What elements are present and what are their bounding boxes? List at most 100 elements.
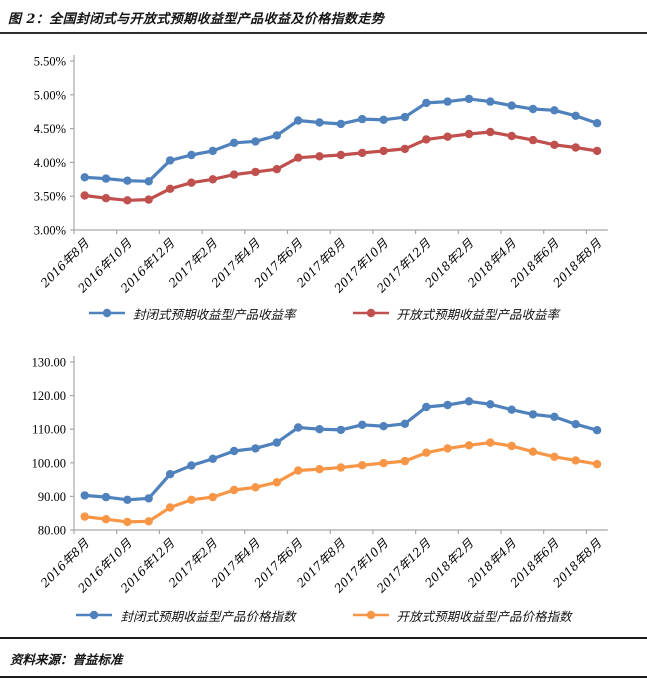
series-open-point xyxy=(358,461,367,470)
series-open-point xyxy=(507,131,516,141)
series-closed-point xyxy=(165,470,175,479)
axes xyxy=(70,55,608,234)
series-closed-point xyxy=(400,419,410,428)
series-open-point xyxy=(272,165,281,174)
series-open-point xyxy=(165,503,175,512)
series-open-point xyxy=(443,132,452,141)
x-axis-labels: 2016年8月2016年10月2016年12月2017年2月2017年4月201… xyxy=(37,236,605,297)
series-open-point xyxy=(571,456,580,465)
series-closed-point xyxy=(358,114,367,124)
series-open-point xyxy=(315,152,324,161)
series-closed-point xyxy=(443,400,452,410)
series-closed-point xyxy=(379,115,388,125)
series-open-point xyxy=(294,466,303,475)
series-closed-point xyxy=(507,101,516,110)
series-closed-point xyxy=(80,173,89,182)
series-closed-point xyxy=(123,176,132,185)
series-closed-point xyxy=(187,150,196,160)
series-closed-point xyxy=(80,491,89,500)
svg-text:130.00: 130.00 xyxy=(32,356,66,370)
series-closed-point xyxy=(294,116,303,125)
legend-label-open-yield: 开放式预期收益型产品收益率 xyxy=(396,306,560,322)
series-closed-point xyxy=(464,94,474,104)
svg-text:3.50%: 3.50% xyxy=(34,190,66,204)
series-closed-point xyxy=(272,131,281,140)
legend-item-closed-yield: 封闭式预期收益型产品收益率 xyxy=(88,304,296,323)
legend-label-closed-yield: 封闭式预期收益型产品收益率 xyxy=(132,306,296,322)
series-open-line xyxy=(83,130,599,202)
series-open-point xyxy=(507,441,516,451)
series-open-point xyxy=(486,127,495,137)
svg-text:5.50%: 5.50% xyxy=(34,55,66,69)
series-closed-point xyxy=(550,412,559,421)
axes xyxy=(70,356,608,534)
svg-text:5.00%: 5.00% xyxy=(34,88,66,102)
series-open-point xyxy=(123,196,132,205)
series-closed-point xyxy=(528,104,538,114)
source-note: 资料来源：普益标准 xyxy=(10,652,123,667)
series-closed-point xyxy=(507,405,516,414)
svg-text:110.00: 110.00 xyxy=(32,423,66,437)
series-open-point xyxy=(144,517,153,526)
svg-text:120.00: 120.00 xyxy=(32,389,66,403)
svg-text:4.50%: 4.50% xyxy=(34,122,66,136)
series-open-point xyxy=(443,444,452,453)
series-closed-point xyxy=(315,425,324,434)
series-closed-point xyxy=(144,494,153,503)
series-closed-point xyxy=(187,461,196,470)
series-open-point xyxy=(400,144,410,154)
series-closed-point xyxy=(165,156,175,165)
legend-dot xyxy=(366,308,375,318)
series-open-point xyxy=(422,135,431,144)
figure-footer: 资料来源：普益标准 xyxy=(0,637,647,678)
series-open-point xyxy=(464,441,474,450)
series-closed-point xyxy=(315,118,324,127)
series-open-point xyxy=(400,456,410,466)
y-axis-labels: 3.00% 3.50% 4.00% 4.50% 5.00% 5.50% xyxy=(34,55,66,238)
series-open-point xyxy=(592,459,602,469)
series-open-point xyxy=(315,465,324,474)
series-open-point xyxy=(571,143,580,152)
series-open-point xyxy=(550,452,559,461)
series-closed-point xyxy=(486,97,495,106)
series-closed-line xyxy=(83,399,599,502)
series-closed-point xyxy=(358,420,367,429)
x-axis-labels: 2016年8月2016年10月2016年12月2017年2月2017年4月201… xyxy=(37,536,605,597)
series-open-point xyxy=(208,492,217,502)
series-open-point xyxy=(422,448,431,457)
series-open-point xyxy=(80,512,89,521)
series-closed-point xyxy=(550,106,559,115)
open-yield-legend-marker xyxy=(352,308,389,318)
series-open-point xyxy=(336,150,346,160)
y-axis-labels: 80.00 90.00 100.00 110.00 120.00 130.00 xyxy=(32,356,66,538)
series-open-point xyxy=(101,194,111,203)
series-closed-point xyxy=(229,446,239,456)
legend-dot xyxy=(366,610,375,620)
svg-text:80.00: 80.00 xyxy=(38,524,66,538)
open-index-legend-marker xyxy=(352,610,389,620)
series-open-point xyxy=(336,463,346,472)
series-closed-point xyxy=(336,425,346,435)
yield-chart: 3.00% 3.50% 4.00% 4.50% 5.00% 5.50% 2016年8月201… xyxy=(34,55,608,297)
series-open-point xyxy=(80,191,89,200)
series-closed-line xyxy=(83,97,599,183)
series-closed-point xyxy=(144,177,153,186)
series-open-point xyxy=(144,195,153,204)
series-open-point xyxy=(272,478,281,487)
series-closed-point xyxy=(208,146,217,156)
series-open xyxy=(80,127,602,205)
series-open-point xyxy=(187,495,196,504)
series-closed-point xyxy=(101,174,111,183)
yield-chart-legend: 封闭式预期收益型产品收益率 开放式预期收益型产品收益率 xyxy=(0,300,647,326)
series-open-point xyxy=(187,178,196,187)
legend-item-open-index: 开放式预期收益型产品价格指数 xyxy=(352,606,572,625)
series-open-point xyxy=(165,184,175,193)
series-open-point xyxy=(229,170,239,179)
series-open-point xyxy=(101,515,111,524)
series-open xyxy=(80,438,602,527)
legend-item-closed-index: 封闭式预期收益型产品价格指数 xyxy=(75,606,296,625)
series-open-point xyxy=(251,483,260,492)
series-open-point xyxy=(379,458,388,468)
series-open-point xyxy=(592,146,602,156)
series-open-point xyxy=(379,146,388,156)
